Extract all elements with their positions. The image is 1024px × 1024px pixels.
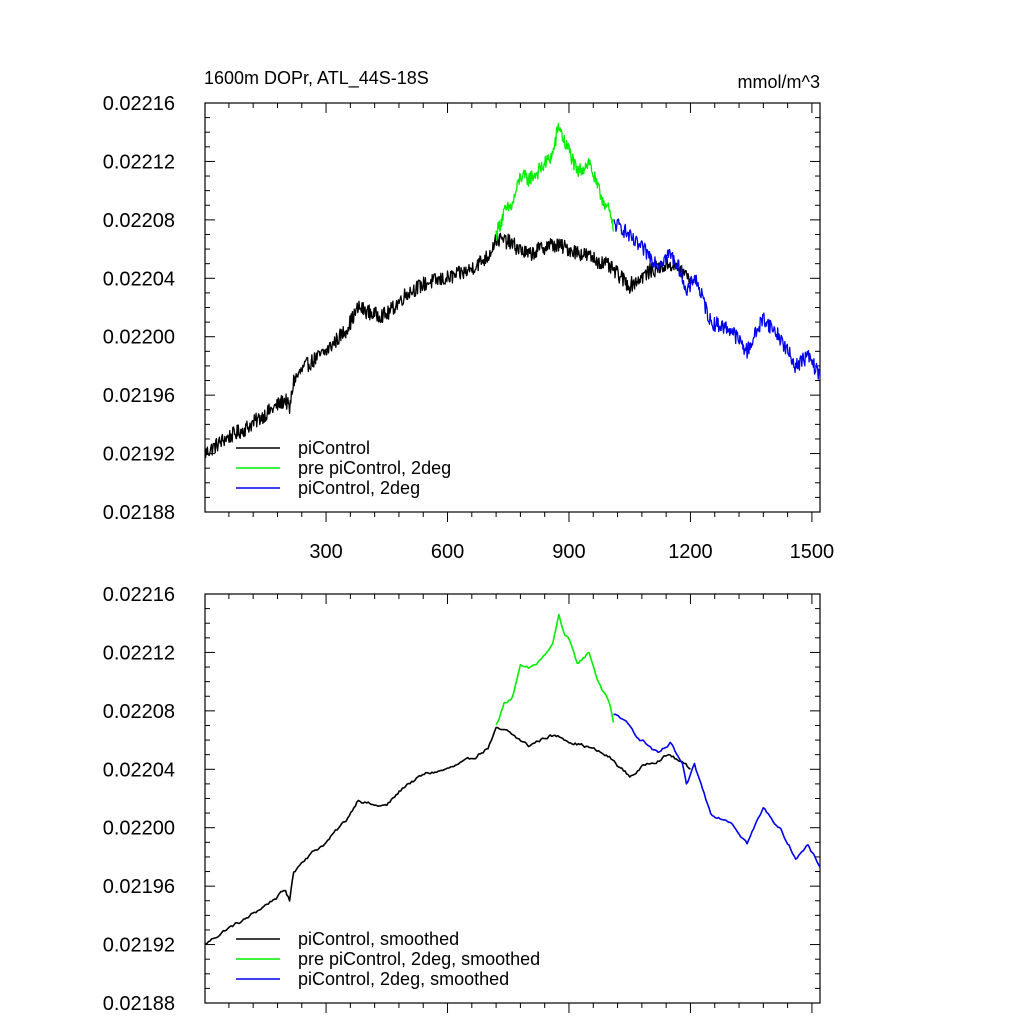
legend-entry: pre piControl, 2deg, smoothed [236, 949, 540, 969]
y-tick-label: 0.02192 [103, 444, 175, 466]
y-tick-label: 0.02216 [103, 584, 175, 606]
legend-label: pre piControl, 2deg, smoothed [298, 949, 540, 969]
panel-top-units: mmol/m^3 [738, 72, 820, 92]
legend-entry: piControl, 2deg [236, 478, 420, 498]
x-tick-label: 1500 [790, 541, 835, 563]
legend-label: piControl, 2deg, smoothed [298, 969, 509, 989]
y-tick-label: 0.02188 [103, 502, 175, 524]
panel-top: 1600m DOPr, ATL_44S-18S mmol/m^3 0.02188… [103, 68, 834, 563]
x-tick-label: 1200 [668, 541, 713, 563]
series-line-000000 [204, 726, 691, 945]
y-tick-label: 0.02212 [103, 151, 175, 173]
legend-label: piControl, smoothed [298, 929, 459, 949]
series-line-00ee00 [495, 613, 615, 726]
x-tick-label: 900 [552, 541, 585, 563]
y-tick-label: 0.02200 [103, 818, 175, 840]
x-tick-label: 600 [431, 541, 464, 563]
y-tick-label: 0.02212 [103, 642, 175, 664]
panel-bottom: 0.02188 0.02192 0.02196 0.02200 0.02204 … [103, 584, 821, 1015]
y-tick-label: 0.02196 [103, 876, 175, 898]
y-tick-label: 0.02216 [103, 93, 175, 115]
series-line-000000 [204, 231, 692, 459]
panel-top-x-tick-labels: 300 600 900 1200 1500 [309, 541, 834, 563]
series-line-0000ee [613, 218, 821, 380]
y-tick-label: 0.02208 [103, 210, 175, 232]
legend-entry: piControl, 2deg, smoothed [236, 969, 509, 989]
y-tick-label: 0.02200 [103, 327, 175, 349]
panel-top-y-tick-labels: 0.02188 0.02192 0.02196 0.02200 0.02204 … [103, 93, 175, 524]
panel-top-title: 1600m DOPr, ATL_44S-18S [204, 68, 429, 89]
legend-entry: pre piControl, 2deg [236, 458, 451, 478]
panel-top-legend: piControl pre piControl, 2deg piControl,… [236, 438, 451, 498]
panel-bottom-legend: piControl, smoothed pre piControl, 2deg,… [236, 929, 540, 989]
panel-bottom-y-tick-labels: 0.02188 0.02192 0.02196 0.02200 0.02204 … [103, 584, 175, 1015]
y-tick-label: 0.02208 [103, 701, 175, 723]
x-tick-label: 300 [309, 541, 342, 563]
y-tick-label: 0.02204 [103, 268, 175, 290]
y-tick-label: 0.02196 [103, 385, 175, 407]
legend-entry: piControl [236, 438, 370, 458]
y-tick-label: 0.02192 [103, 935, 175, 957]
legend-label: piControl [298, 438, 370, 458]
y-tick-label: 0.02204 [103, 759, 175, 781]
y-tick-label: 0.02188 [103, 993, 175, 1015]
legend-entry: piControl, smoothed [236, 929, 459, 949]
legend-label: piControl, 2deg [298, 478, 420, 498]
legend-label: pre piControl, 2deg [298, 458, 451, 478]
series-line-00ee00 [495, 122, 615, 242]
series-line-0000ee [613, 713, 821, 868]
